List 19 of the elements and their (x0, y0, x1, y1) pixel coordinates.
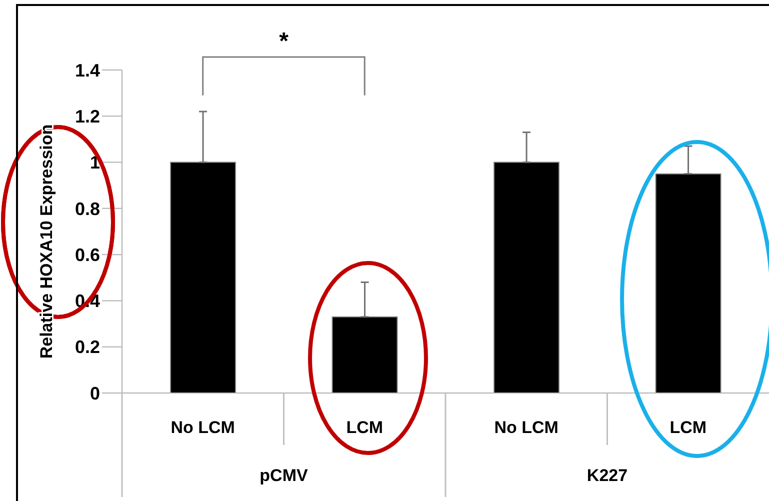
significance-bracket: * (202, 28, 366, 96)
x-tick-label: No LCM (170, 418, 235, 437)
bar (494, 162, 560, 393)
y-tick-label: 0.2 (74, 337, 100, 358)
y-tick-label: 1.2 (74, 106, 100, 127)
bar (655, 173, 722, 393)
text: K227 (586, 466, 628, 485)
text: pCMV (260, 466, 308, 485)
y-axis-title: Relative HOXA10 Expression (37, 124, 56, 359)
x-tick-label: LCM (346, 418, 384, 437)
bar (170, 162, 236, 393)
y-tick-label: 1 (90, 152, 100, 173)
y-tick-label: 0 (90, 383, 100, 404)
bar (332, 316, 398, 393)
x-tick-label: LCM (670, 418, 707, 437)
y-tick-label: 0.8 (74, 198, 100, 219)
x-tick-label: No LCM (494, 418, 558, 437)
y-tick-label: 0.6 (74, 244, 100, 265)
y-tick-label: 1.4 (74, 60, 100, 80)
